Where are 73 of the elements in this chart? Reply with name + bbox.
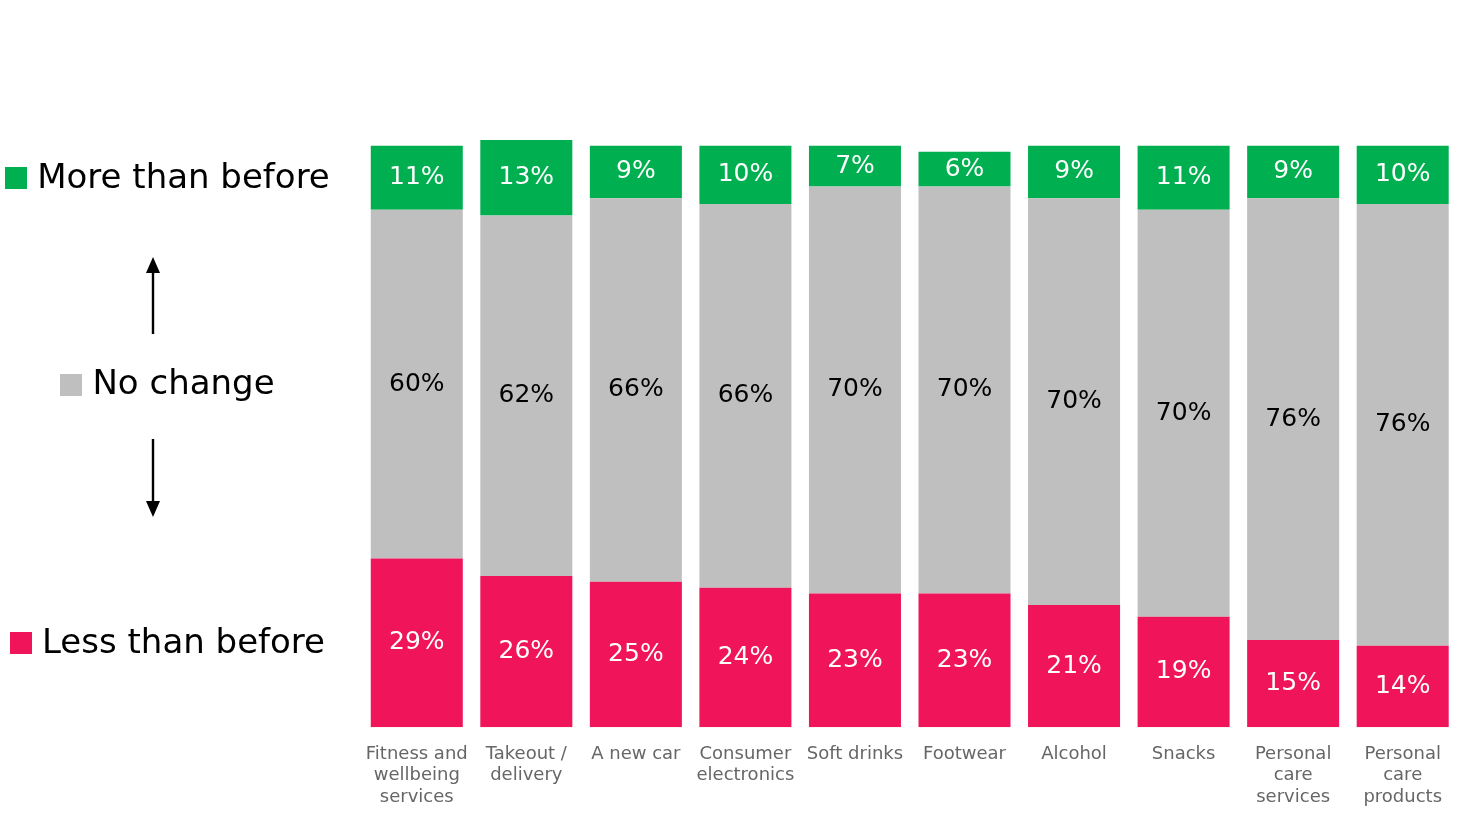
bar (808, 593, 901, 728)
x-tick-label: Alcohol (1041, 741, 1107, 763)
data-label: 76% (1265, 402, 1321, 432)
bar (370, 558, 463, 728)
data-label: 76% (1374, 408, 1431, 438)
bar (1247, 145, 1340, 199)
bar (589, 145, 682, 199)
bar (589, 581, 682, 728)
data-label: 70% (1155, 396, 1212, 426)
x-tick-label: Snacks (1151, 741, 1216, 763)
data-label: 23% (827, 643, 883, 673)
bar (699, 587, 792, 728)
data-label: 60% (388, 367, 445, 397)
bar (808, 186, 901, 594)
data-label: 10% (1374, 158, 1431, 188)
x-tick-label: Personal care products (1363, 741, 1442, 806)
bar (699, 203, 792, 588)
data-label: 14% (1374, 670, 1431, 699)
x-tick-label: Soft drinks (806, 741, 904, 763)
bar (918, 186, 1011, 594)
bar (1028, 145, 1121, 199)
data-label: 7% (835, 149, 875, 179)
data-label: 13% (498, 161, 555, 191)
data-label: 21% (1046, 649, 1102, 679)
data-label: 19% (1155, 655, 1212, 685)
bar (1137, 616, 1230, 728)
x-tick-label: Takeout / delivery (484, 741, 568, 785)
bar (480, 215, 573, 577)
data-label: 24% (717, 640, 774, 670)
data-label: 9% (616, 155, 656, 185)
data-label: 66% (608, 373, 664, 403)
legend-label: Less than before (41, 620, 326, 661)
bar (480, 140, 573, 216)
bar (808, 145, 901, 187)
bar (370, 209, 463, 559)
bar (1137, 145, 1230, 210)
bar (699, 145, 792, 204)
bar (918, 151, 1011, 187)
legend-label: More than before (36, 155, 331, 196)
legend-label: No change (91, 362, 276, 403)
bar (1247, 639, 1340, 728)
data-label: 70% (936, 373, 993, 403)
bar (370, 145, 463, 210)
bar (1028, 198, 1121, 606)
bar (1356, 645, 1449, 728)
data-label: 29% (388, 626, 445, 656)
bar (1356, 203, 1449, 646)
x-tick-label: Footwear (922, 741, 1007, 763)
data-label: 25% (608, 638, 664, 668)
data-label: 11% (1155, 161, 1212, 191)
bar (918, 593, 1011, 728)
x-tick-label: Personal care services (1254, 741, 1332, 806)
bar (1356, 145, 1449, 204)
x-tick-label: Fitness and wellbeing services (365, 741, 468, 806)
x-tick-label: Consumer electronics (696, 741, 795, 785)
data-label: 11% (388, 161, 445, 191)
data-label: 6% (944, 152, 985, 182)
data-label: 23% (936, 643, 993, 673)
data-label: 66% (717, 379, 774, 409)
bar (1028, 605, 1121, 728)
x-tick-label: A new car (591, 741, 682, 763)
bar (1137, 209, 1230, 617)
bar (1247, 198, 1340, 640)
bar (480, 576, 573, 728)
data-label: 26% (498, 635, 555, 665)
data-label: 9% (1054, 155, 1094, 185)
data-label: 15% (1265, 667, 1321, 697)
data-label: 9% (1273, 155, 1313, 185)
bar (589, 198, 682, 582)
data-label: 70% (827, 373, 883, 403)
data-label: 10% (717, 158, 774, 188)
data-label: 70% (1046, 385, 1102, 415)
data-label: 62% (498, 379, 555, 409)
